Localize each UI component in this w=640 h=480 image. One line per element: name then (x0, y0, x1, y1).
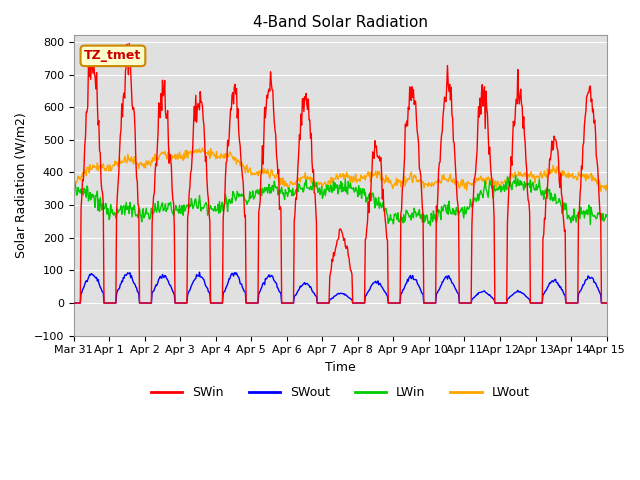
SWin (209, 300, 217, 306)
LWin (186, 205, 193, 211)
SWin (70, 300, 77, 306)
LWout (475, 175, 483, 181)
LWout (209, 149, 217, 155)
SWin (186, 184, 194, 190)
LWin (475, 198, 483, 204)
Line: SWin: SWin (74, 43, 607, 303)
SWin (301, 96, 309, 102)
LWout (198, 145, 206, 151)
SWout (70, 300, 77, 306)
LWout (604, 182, 611, 188)
SWout (475, 290, 483, 296)
SWout (186, 288, 193, 294)
SWin (604, 300, 611, 306)
LWin (301, 180, 308, 186)
Line: LWout: LWout (74, 148, 607, 191)
SWout (301, 282, 309, 288)
SWout (209, 300, 217, 306)
Y-axis label: Solar Radiation (W/m2): Solar Radiation (W/m2) (15, 113, 28, 258)
LWin (512, 173, 520, 179)
LWout (186, 150, 193, 156)
LWin (208, 206, 216, 212)
LWin (604, 214, 611, 220)
LWout (301, 170, 309, 176)
LWin (600, 218, 607, 224)
SWin (599, 300, 607, 306)
SWout (599, 300, 607, 306)
LWout (534, 174, 541, 180)
Text: TZ_tmet: TZ_tmet (84, 49, 141, 62)
LWout (600, 183, 607, 189)
LWin (534, 184, 542, 190)
LWin (427, 223, 435, 228)
X-axis label: Time: Time (324, 361, 355, 374)
Line: SWout: SWout (74, 272, 607, 303)
SWout (534, 300, 541, 306)
SWin (534, 300, 541, 306)
Title: 4-Band Solar Radiation: 4-Band Solar Radiation (253, 15, 428, 30)
SWin (475, 104, 483, 109)
SWin (125, 40, 133, 46)
SWout (196, 269, 204, 275)
LWin (70, 189, 77, 194)
SWout (604, 300, 611, 306)
LWout (70, 173, 77, 179)
Legend: SWin, SWout, LWin, LWout: SWin, SWout, LWin, LWout (146, 382, 534, 405)
LWout (597, 188, 605, 194)
Line: LWin: LWin (74, 176, 607, 226)
